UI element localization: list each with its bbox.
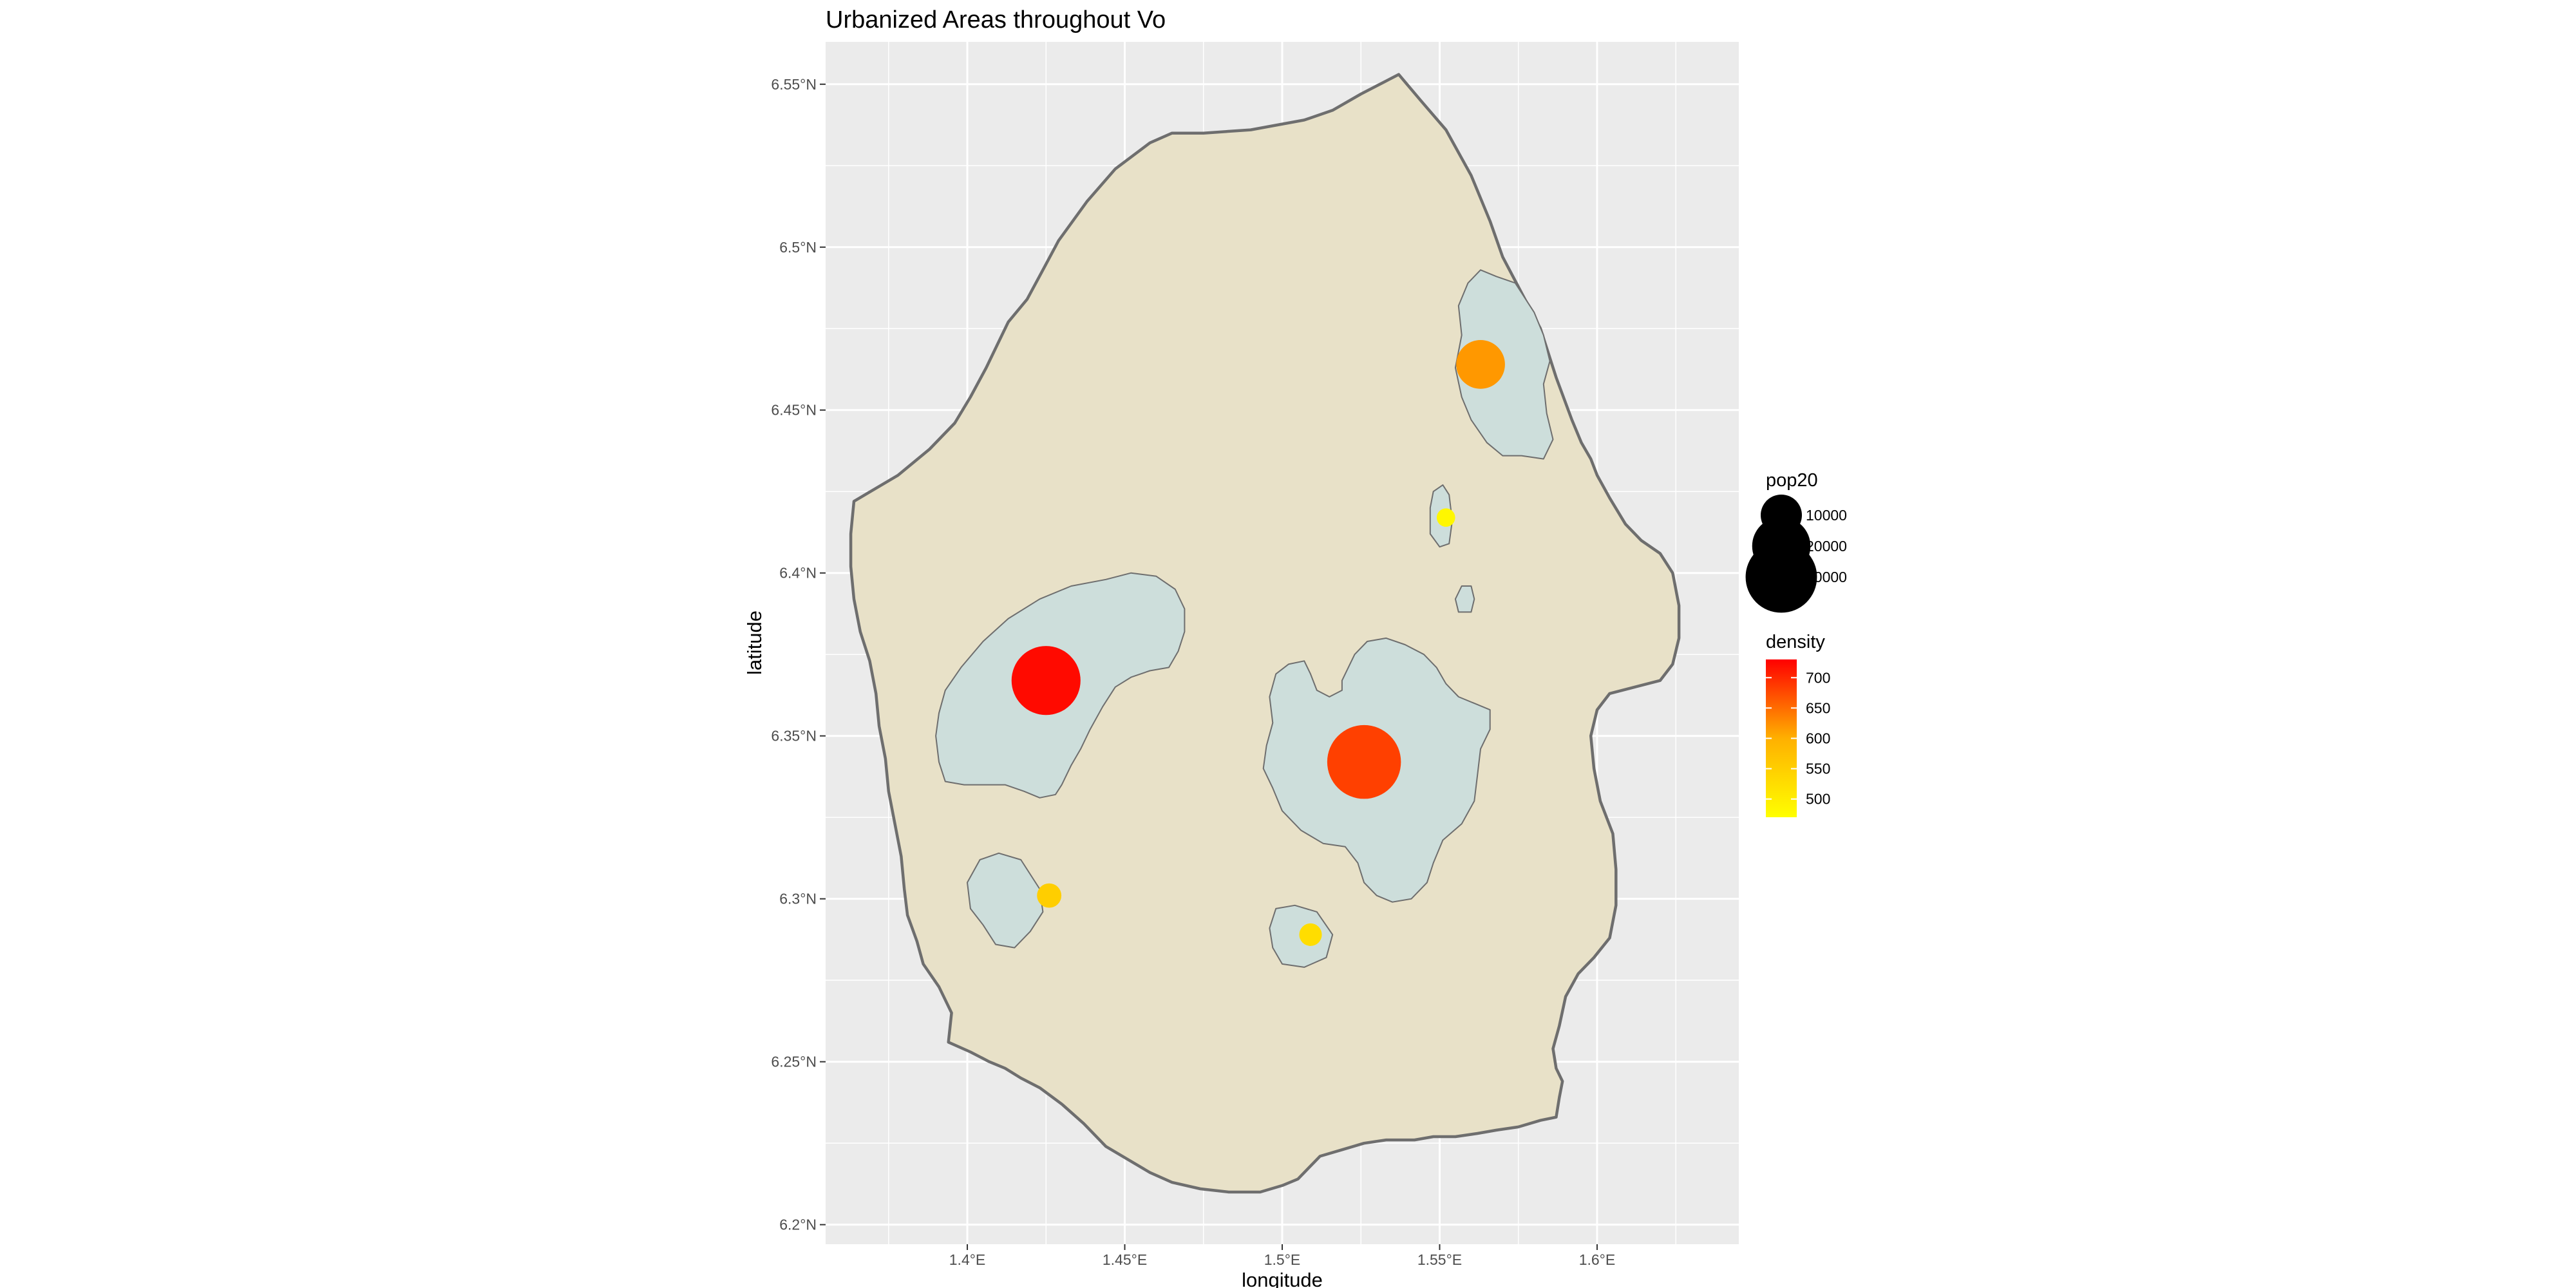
legend-pop20-label: 10000 <box>1806 507 1847 524</box>
legend-density: density 700 650 600 550 500 <box>1766 632 1830 817</box>
legend-density-title: density <box>1766 632 1825 652</box>
x-axis-ticks: 1.4°E 1.45°E 1.5°E 1.55°E 1.6°E <box>949 1244 1615 1268</box>
urban-point <box>1436 508 1455 527</box>
y-tick-label: 6.55°N <box>771 76 817 93</box>
y-tick-label: 6.2°N <box>779 1217 817 1233</box>
urban-point <box>1299 923 1322 946</box>
density-tick-label: 500 <box>1806 791 1830 808</box>
density-tick-label: 600 <box>1806 730 1830 747</box>
legend-pop20-label: 20000 <box>1806 538 1847 554</box>
legend-pop20: pop20 10000 20000 30000 <box>1745 470 1847 613</box>
urban-areas <box>935 269 1554 968</box>
urban-area-shape <box>1454 585 1475 613</box>
y-axis-ticks: 6.2°N 6.25°N 6.3°N 6.35°N 6.4°N 6.45°N 6.5°N 6.… <box>771 76 826 1233</box>
x-tick-label: 1.55°E <box>1417 1251 1462 1268</box>
x-tick-label: 1.45°E <box>1103 1251 1147 1268</box>
y-tick-label: 6.35°N <box>771 728 817 744</box>
y-tick-label: 6.4°N <box>779 565 817 582</box>
y-tick-label: 6.3°N <box>779 891 817 907</box>
urban-point <box>1011 646 1081 715</box>
density-tick-label: 550 <box>1806 761 1830 777</box>
y-tick-label: 6.5°N <box>779 239 817 256</box>
x-tick-label: 1.6°E <box>1579 1251 1616 1268</box>
y-tick-label: 6.25°N <box>771 1054 817 1070</box>
urban-point <box>1456 340 1505 389</box>
urban-area-shape <box>967 852 1044 949</box>
legend-pop20-label: 30000 <box>1806 569 1847 585</box>
legend-pop20-dot <box>1745 541 1817 613</box>
urban-point <box>1037 883 1062 908</box>
y-axis-title: latitude <box>743 611 766 675</box>
x-axis-title: longitude <box>1242 1269 1323 1288</box>
urban-point <box>1327 724 1401 799</box>
x-tick-label: 1.5°E <box>1264 1251 1301 1268</box>
urban-centroid-points <box>1011 340 1505 946</box>
y-tick-label: 6.45°N <box>771 402 817 419</box>
density-tick-label: 700 <box>1806 669 1830 686</box>
density-tick-label: 650 <box>1806 699 1830 716</box>
legend-pop20-title: pop20 <box>1766 470 1818 491</box>
x-tick-label: 1.4°E <box>949 1251 986 1268</box>
map-title: Urbanized Areas throughout Vo <box>826 6 1166 33</box>
